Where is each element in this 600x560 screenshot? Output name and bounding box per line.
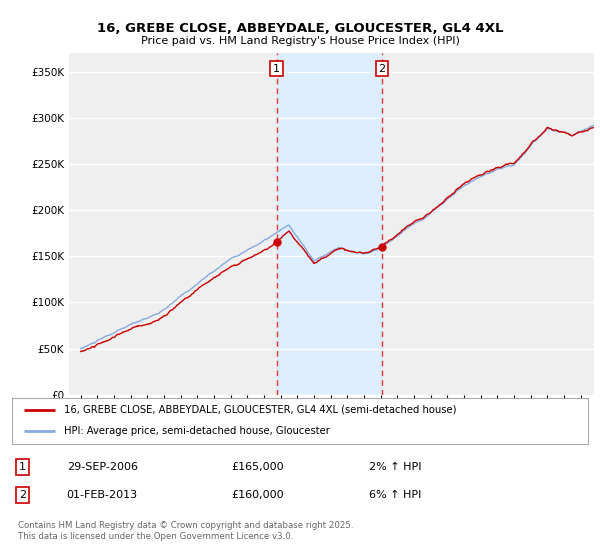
Text: 6% ↑ HPI: 6% ↑ HPI — [369, 490, 421, 500]
Text: 16, GREBE CLOSE, ABBEYDALE, GLOUCESTER, GL4 4XL: 16, GREBE CLOSE, ABBEYDALE, GLOUCESTER, … — [97, 22, 503, 35]
Text: 2% ↑ HPI: 2% ↑ HPI — [369, 462, 422, 472]
Bar — [277, 53, 382, 395]
Text: 16, GREBE CLOSE, ABBEYDALE, GLOUCESTER, GL4 4XL (semi-detached house): 16, GREBE CLOSE, ABBEYDALE, GLOUCESTER, … — [64, 405, 457, 415]
Text: 29-SEP-2006: 29-SEP-2006 — [67, 462, 138, 472]
Text: 2: 2 — [379, 64, 386, 73]
Text: HPI: Average price, semi-detached house, Gloucester: HPI: Average price, semi-detached house,… — [64, 426, 330, 436]
Text: £165,000: £165,000 — [231, 462, 284, 472]
Text: Price paid vs. HM Land Registry's House Price Index (HPI): Price paid vs. HM Land Registry's House … — [140, 36, 460, 46]
Text: Contains HM Land Registry data © Crown copyright and database right 2025.
This d: Contains HM Land Registry data © Crown c… — [18, 521, 353, 541]
Text: £160,000: £160,000 — [231, 490, 284, 500]
Text: 1: 1 — [19, 462, 26, 472]
Text: 01-FEB-2013: 01-FEB-2013 — [67, 490, 138, 500]
Text: 2: 2 — [19, 490, 26, 500]
Text: 1: 1 — [273, 64, 280, 73]
